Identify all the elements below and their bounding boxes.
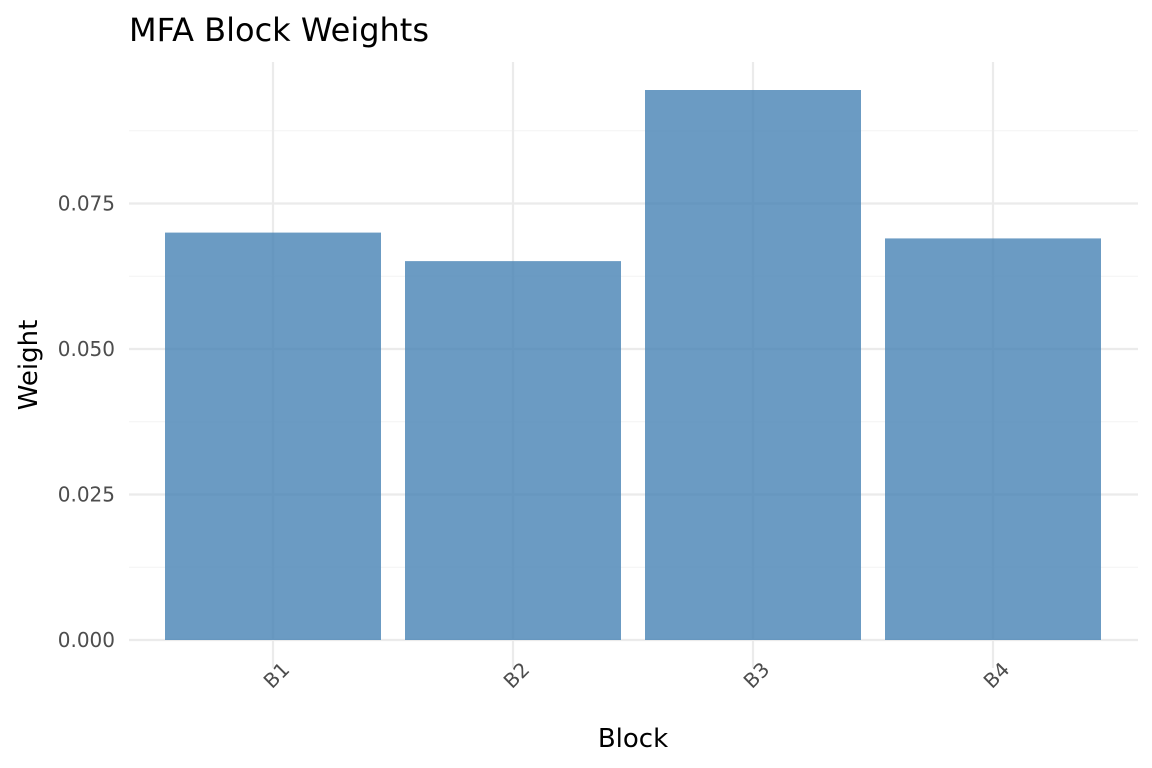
y-axis-label: Weight — [14, 320, 44, 411]
y-tick-label: 0.075 — [58, 191, 115, 215]
x-axis-label: Block — [598, 724, 668, 754]
bar-b2 — [405, 261, 621, 640]
chart-title: MFA Block Weights — [129, 11, 429, 49]
bar-b4 — [885, 238, 1101, 640]
y-tick-labels: 0.000 0.025 0.050 0.075 — [58, 191, 115, 652]
y-tick-label: 0.025 — [58, 482, 115, 506]
bar-b1 — [165, 232, 381, 640]
bars-group — [165, 90, 1101, 640]
y-tick-label: 0.000 — [58, 628, 115, 652]
y-tick-label: 0.050 — [58, 337, 115, 361]
bar-b3 — [645, 90, 861, 640]
